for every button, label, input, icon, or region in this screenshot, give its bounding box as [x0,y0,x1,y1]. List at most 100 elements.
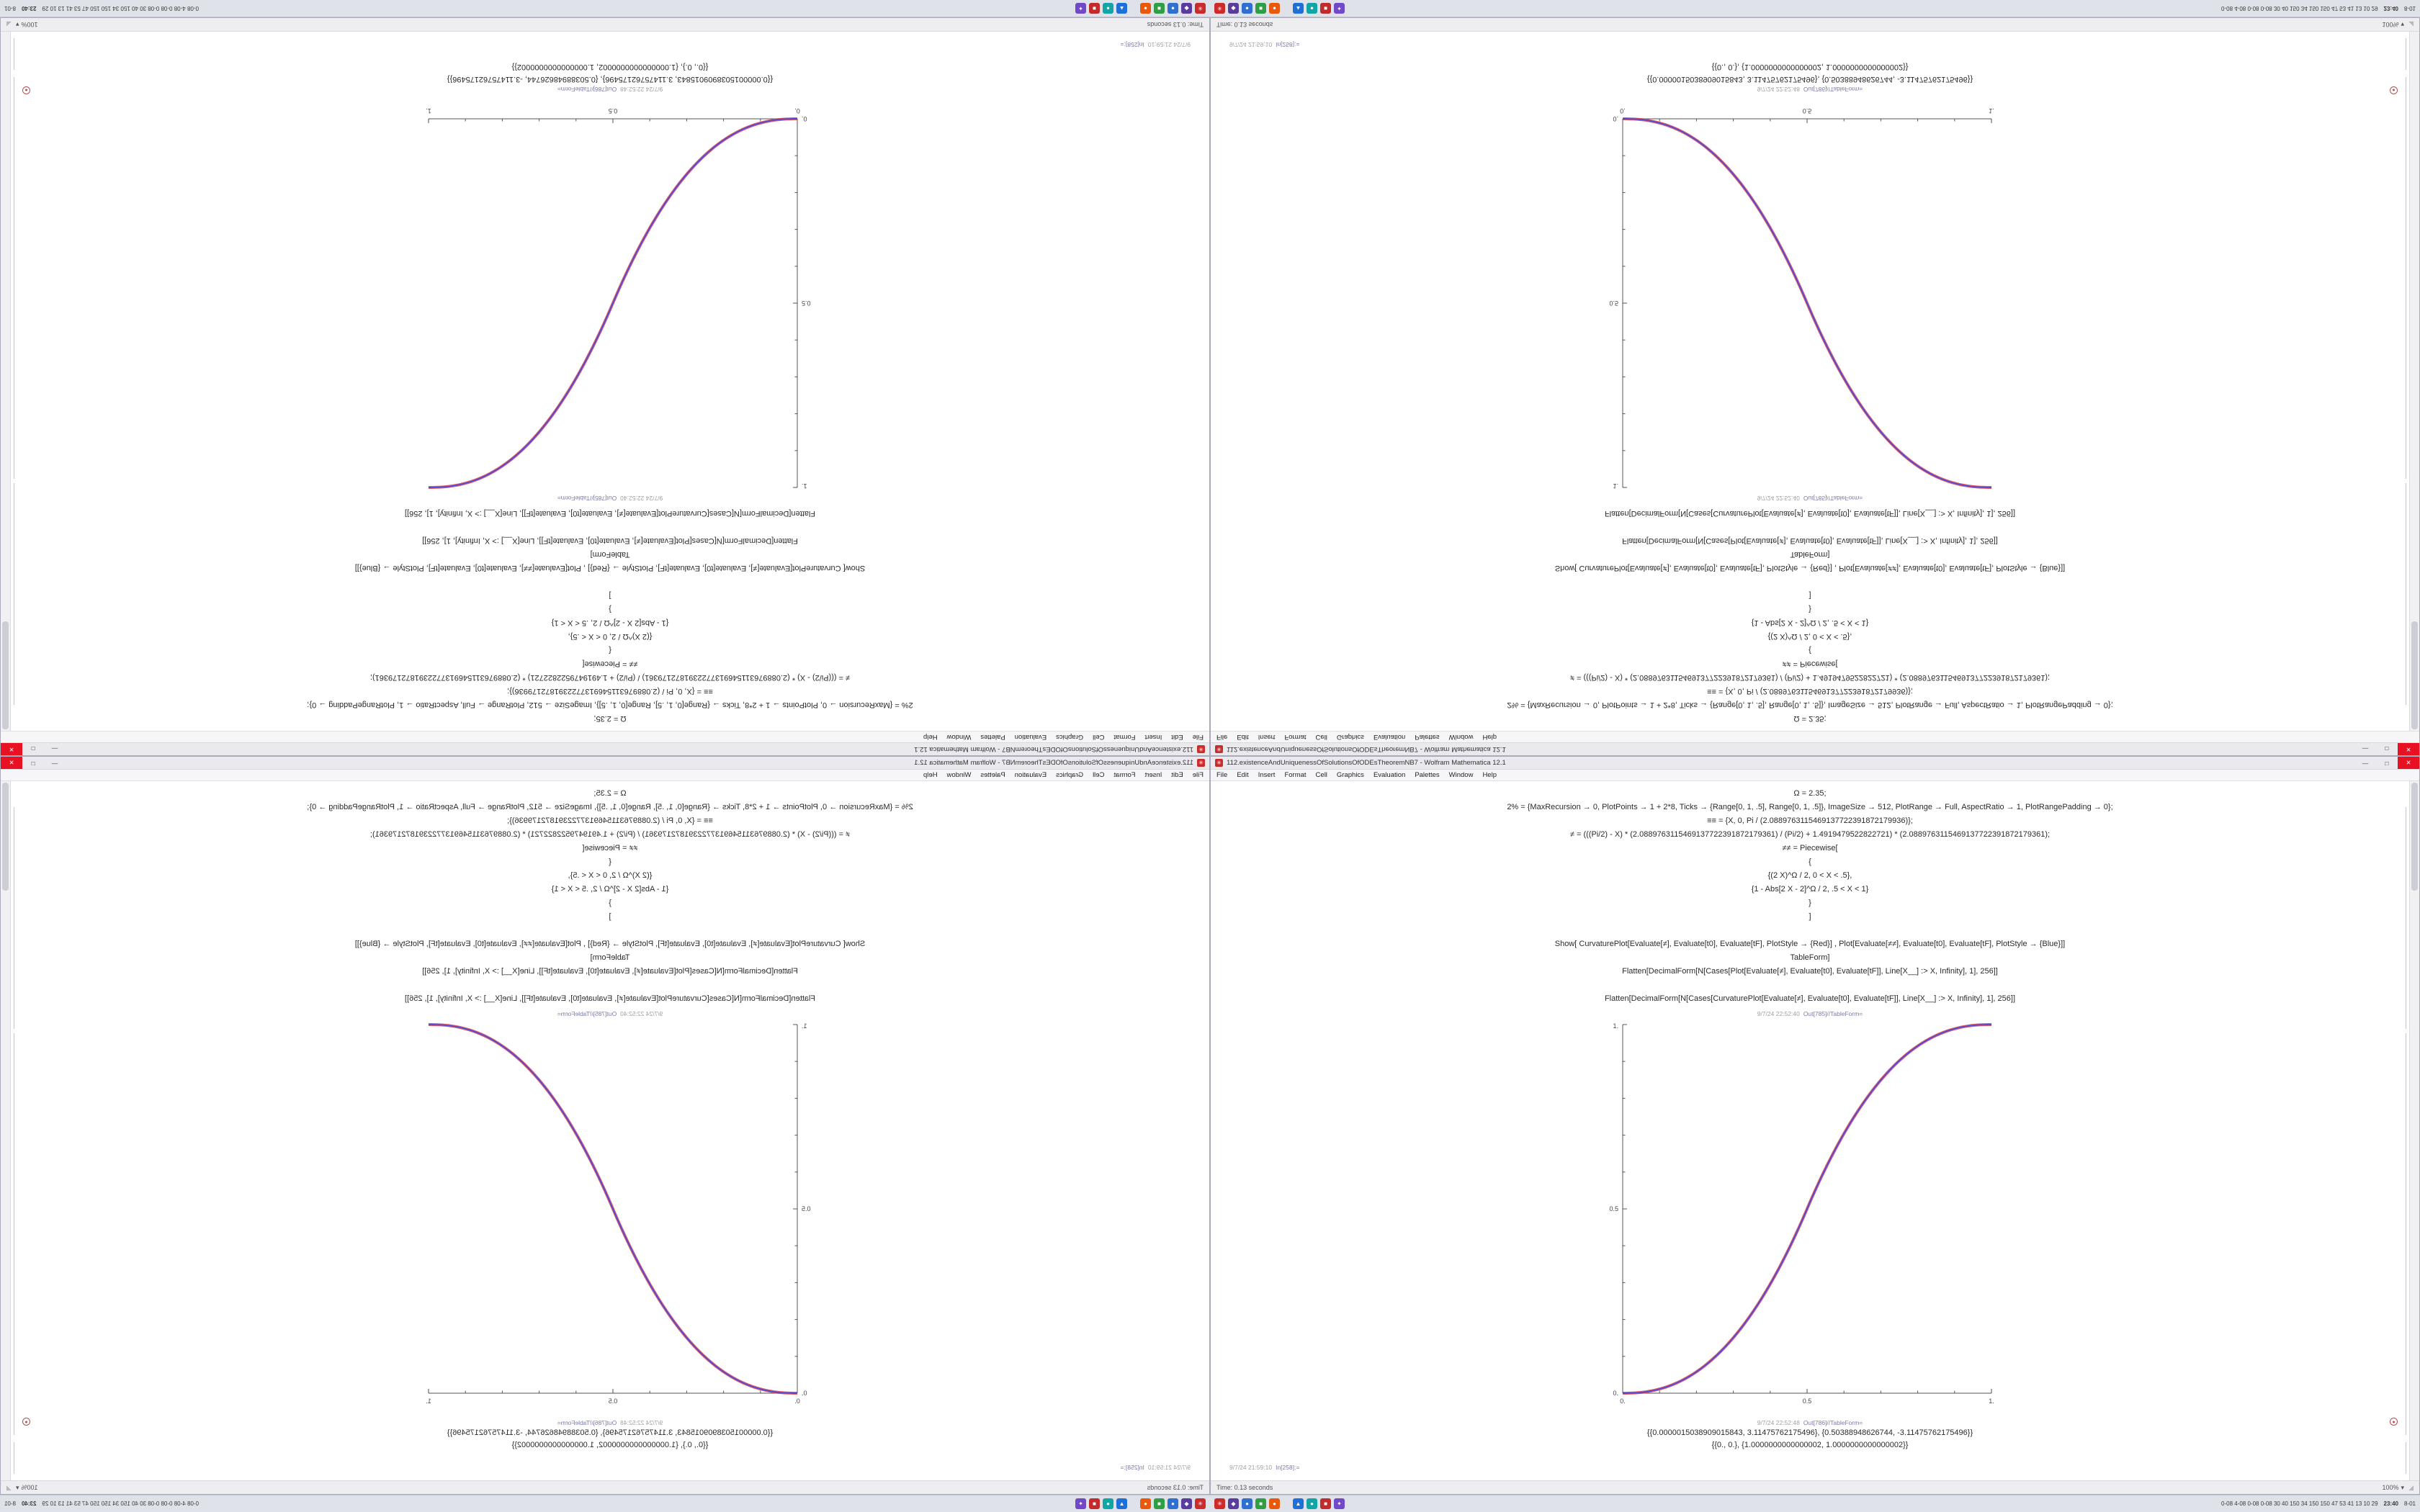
menu-item-format[interactable]: Format [1284,733,1307,741]
code-line[interactable]: Flatten[DecimalForm[N[Cases[CurvaturePlo… [1604,509,2016,518]
code-line[interactable]: Show[ CurvaturePlot[Evaluate[≠], Evaluat… [354,940,866,948]
code-line[interactable]: Ω = 2.35; [1793,789,1827,798]
system-tray[interactable]: 0-08 4-08 0-08 0-08 30 40 150 34 150 150… [0,1500,199,1507]
code-line[interactable]: Ω = 2.35; [1793,714,1827,723]
code-line[interactable]: {(2 X)^Ω / 2, 0 < X < .5}, [568,632,653,641]
code-line[interactable]: {1 - Abs[2 X - 2]^Ω / 2, .5 < X < 1} [1751,618,1869,627]
maximize-button[interactable]: □ [31,745,35,753]
menu-item-file[interactable]: File [1192,733,1204,741]
code-line[interactable]: 2% = {MaxRecursion → 0, PlotPoints → 1 +… [307,803,913,811]
chevron-down-icon[interactable]: ▾ [2401,21,2405,29]
menu-item-edit[interactable]: Edit [1237,771,1249,779]
margin-marker-icon[interactable]: ● [22,86,30,94]
maximize-button[interactable]: □ [2385,745,2389,753]
minimize-button[interactable]: — [2362,745,2369,753]
code-line[interactable] [1507,575,2112,588]
code-line[interactable]: ≠ = (((Pi/2) - X) * (2.08897631154691377… [369,673,851,682]
code-line[interactable] [307,575,913,588]
code-line[interactable]: { [609,858,611,866]
zoom-control[interactable]: 100% ▾ [2383,21,2405,29]
taskbar-app-icon[interactable]: ■ [1154,3,1165,14]
taskbar-app-icon[interactable]: ● [1269,3,1280,14]
menu-item-evaluation[interactable]: Evaluation [1014,733,1047,741]
code-line[interactable]: Show[ CurvaturePlot[Evaluate[≠], Evaluat… [1554,564,2066,572]
menu-item-edit[interactable]: Edit [1171,771,1183,779]
code-line[interactable]: 2% = {MaxRecursion → 0, PlotPoints → 1 +… [1507,803,2113,811]
taskbar-app-icon[interactable]: ■ [1089,1498,1100,1509]
code-line[interactable] [1507,520,2112,534]
menu-item-format[interactable]: Format [1113,733,1136,741]
menu-item-window[interactable]: Window [1448,771,1474,779]
menu-item-edit[interactable]: Edit [1237,733,1249,741]
menu-item-help[interactable]: Help [1482,771,1497,779]
taskbar-app-icon[interactable]: ● [1307,1498,1317,1509]
code-line[interactable]: 2% = {MaxRecursion → 0, PlotPoints → 1 +… [307,701,913,709]
code-line[interactable]: { [609,646,611,654]
taskbar-app-icon[interactable]: ● [1140,3,1151,14]
taskbar-app-icon[interactable]: ▲ [1293,3,1304,14]
code-line[interactable]: Show[ CurvaturePlot[Evaluate[≠], Evaluat… [354,564,866,572]
taskbar-app-icon[interactable]: ● [1242,1498,1252,1509]
code-line[interactable]: } [1809,605,1811,613]
close-button[interactable]: ✕ [2398,743,2419,755]
chevron-down-icon[interactable]: ▾ [15,1483,19,1491]
code-line[interactable]: ] [609,591,611,600]
margin-marker-icon[interactable]: ● [2390,1418,2398,1426]
menu-item-evaluation[interactable]: Evaluation [1373,771,1406,779]
code-line[interactable] [307,978,913,992]
code-line[interactable]: {1 - Abs[2 X - 2]^Ω / 2, .5 < X < 1} [1751,885,1869,894]
resize-grip-icon[interactable]: ◢ [6,1483,12,1491]
menu-item-insert[interactable]: Insert [1258,771,1276,779]
code-line[interactable]: ] [1809,591,1811,600]
system-tray[interactable]: 0-08 4-08 0-08 0-08 30 40 150 34 150 150… [0,5,199,12]
taskbar-app-icon[interactable]: ■ [1154,1498,1165,1509]
code-line[interactable]: ≠ = (((Pi/2) - X) * (2.08897631154691377… [1569,830,2051,839]
taskbar-app-icon[interactable]: ◆ [1228,3,1239,14]
code-line[interactable]: { [1809,646,1811,654]
code-line[interactable]: Flatten[DecimalForm[N[Cases[Plot[Evaluat… [422,967,798,976]
menu-item-insert[interactable]: Insert [1258,733,1276,741]
code-line[interactable]: } [1809,899,1811,907]
code-line[interactable]: ≠≠ = Piecewise[ [1782,844,1838,852]
code-line[interactable]: Flatten[DecimalForm[N[Cases[Plot[Evaluat… [1622,536,1998,545]
menu-item-graphics[interactable]: Graphics [1056,771,1084,779]
code-line[interactable]: Flatten[DecimalForm[N[Cases[Plot[Evaluat… [1622,967,1998,976]
taskbar-app-icon[interactable]: ◆ [1181,1498,1192,1509]
close-button[interactable]: ✕ [1,743,22,755]
code-line[interactable]: ≡≡ = {X, 0, Pi / (2.08897631154691377223… [507,687,713,696]
scrollbar-thumb[interactable] [2,621,9,729]
code-line[interactable]: ≡≡ = {X, 0, Pi / (2.08897631154691377223… [1707,687,1913,696]
scrollbar-thumb[interactable] [2411,621,2418,729]
menu-item-format[interactable]: Format [1113,771,1136,779]
taskbar-app-icon[interactable]: ▲ [1116,1498,1127,1509]
resize-grip-icon[interactable]: ◢ [2408,21,2414,29]
margin-marker-icon[interactable]: ● [22,1418,30,1426]
taskbar-app-icon[interactable]: ■ [1320,1498,1331,1509]
taskbar-app-icon[interactable]: ✳ [1214,1498,1225,1509]
code-line[interactable]: Flatten[DecimalForm[N[Cases[Plot[Evaluat… [422,536,798,545]
taskbar-app-icon[interactable]: ✦ [1334,1498,1345,1509]
code-line[interactable] [1507,978,2112,992]
code-line[interactable]: Ω = 2.35; [593,714,627,723]
resize-grip-icon[interactable]: ◢ [2408,1483,2414,1491]
taskbar-app-icon[interactable]: ◆ [1228,1498,1239,1509]
zoom-control[interactable]: 100% ▾ [2383,1484,2405,1492]
code-line[interactable]: TableForm] [590,550,630,559]
window-titlebar[interactable]: ✳ 112.existenceAndUniquenessOfSolutionsO… [1,742,1209,755]
taskbar-app-icon[interactable]: ■ [1255,1498,1266,1509]
code-line[interactable]: } [609,605,611,613]
taskbar-app-icon[interactable]: ✦ [1075,1498,1086,1509]
code-line[interactable]: Flatten[DecimalForm[N[Cases[CurvaturePlo… [1604,994,2016,1003]
menu-item-cell[interactable]: Cell [1093,771,1105,779]
vertical-scrollbar[interactable] [1,781,11,1480]
taskbar-app-icon[interactable]: ▲ [1116,3,1127,14]
menu-item-palettes[interactable]: Palettes [980,771,1005,779]
zoom-control[interactable]: 100% ▾ [16,21,38,29]
code-line[interactable]: ≠≠ = Piecewise[ [1782,660,1838,668]
menu-item-file[interactable]: File [1192,771,1204,779]
window-titlebar[interactable]: ✳ 112.existenceAndUniquenessOfSolutionsO… [1211,742,2419,755]
taskbar-app-icon[interactable]: ▲ [1293,1498,1304,1509]
code-line[interactable]: TableForm] [1790,550,1830,559]
code-line[interactable]: Show[ CurvaturePlot[Evaluate[≠], Evaluat… [1554,940,2066,948]
vertical-scrollbar[interactable] [2409,32,2419,731]
